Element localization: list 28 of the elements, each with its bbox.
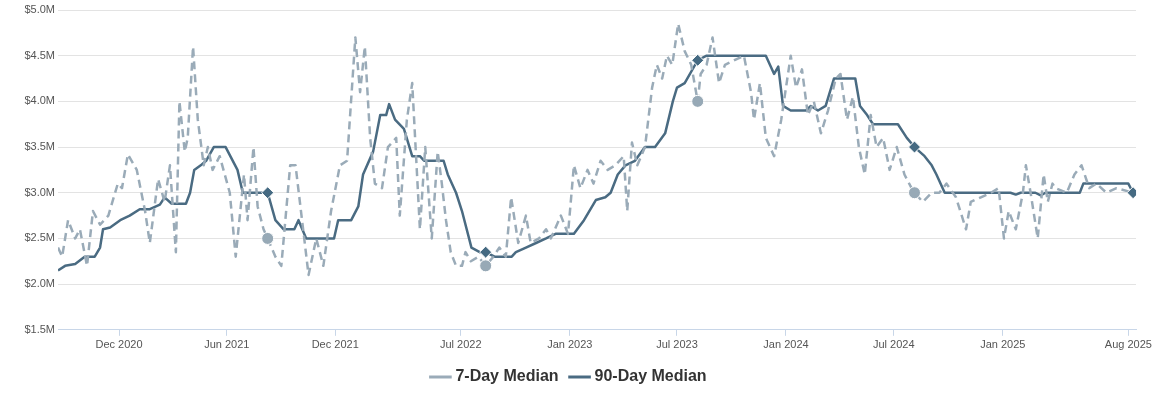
- y-tick-label: $3.0M: [24, 185, 55, 198]
- y-tick-label: $2.0M: [24, 277, 55, 290]
- y-tick-label: $4.5M: [24, 48, 55, 61]
- x-tick-label: Aug 2025: [1104, 338, 1152, 351]
- x-tick-label: Jan 2023: [547, 338, 593, 351]
- x-tick-label: Dec 2020: [95, 338, 143, 351]
- legend-label: 90-Day Median: [594, 367, 707, 385]
- y-tick-label: $4.0M: [24, 94, 55, 107]
- point: [908, 186, 922, 200]
- point: [479, 259, 493, 273]
- point: [691, 94, 705, 108]
- point: [261, 186, 275, 200]
- x-tick-label: Jan 2025: [980, 338, 1026, 351]
- x-tick-label: Jul 2024: [872, 338, 915, 351]
- point: [479, 245, 493, 259]
- y-tick-label: $2.5M: [24, 231, 55, 244]
- y-tick-label: $3.5M: [24, 140, 55, 153]
- y-tick-label: $1.5M: [24, 322, 55, 335]
- x-tick-label: Jan 2024: [763, 338, 809, 351]
- x-tick-label: Jun 2021: [204, 338, 250, 351]
- y-tick-label: $5.0M: [24, 3, 55, 16]
- point: [908, 140, 922, 154]
- point: [691, 53, 705, 67]
- x-tick-label: Jul 2022: [439, 338, 482, 351]
- x-tick-label: Dec 2021: [311, 338, 359, 351]
- point: [261, 231, 275, 245]
- x-tick-label: Jul 2023: [656, 338, 698, 351]
- legend-label: 7-Day Median: [455, 367, 559, 385]
